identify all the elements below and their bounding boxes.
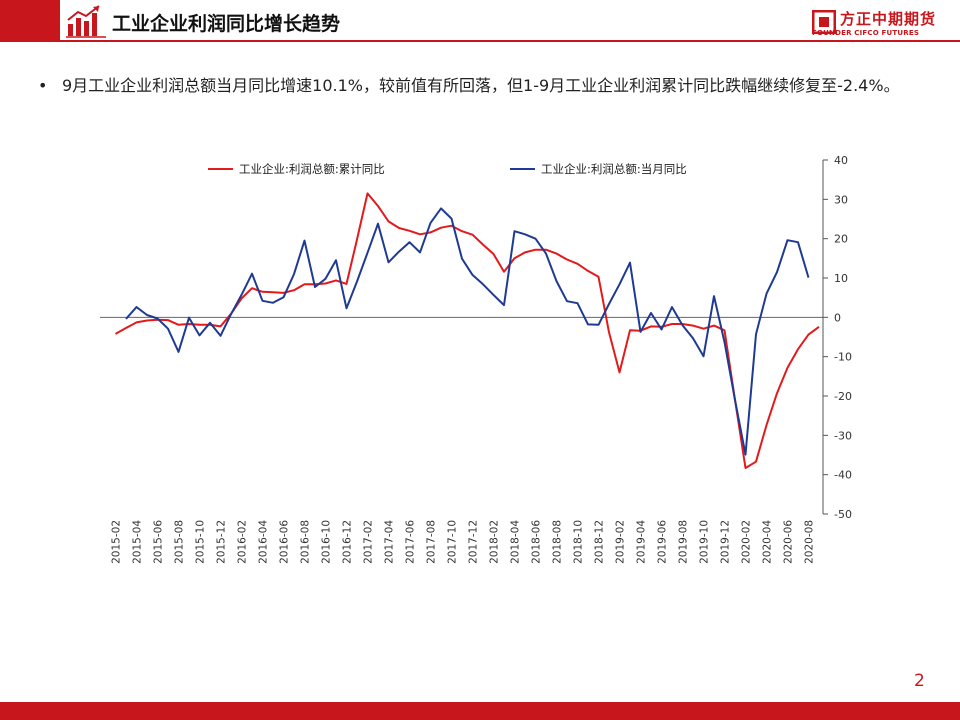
page-title: 工业企业利润同比增长趋势 — [112, 13, 341, 35]
y-tick-label: -50 — [834, 508, 852, 521]
x-tick-label: 2018-08 — [552, 520, 564, 564]
logo-english-name: FOUNDER CIFCO FUTURES — [812, 29, 920, 37]
company-logo: 方正中期期货 FOUNDER CIFCO FUTURES — [812, 8, 948, 38]
x-tick-label: 2015-04 — [132, 520, 144, 564]
y-tick-label: 40 — [834, 154, 848, 167]
growth-chart-icon — [66, 5, 106, 38]
logo-chinese-name: 方正中期期货 — [840, 10, 937, 28]
x-tick-label: 2017-06 — [405, 520, 417, 564]
x-tick-label: 2019-02 — [615, 520, 627, 564]
x-tick-label: 2019-06 — [657, 520, 669, 564]
series-line-1 — [125, 207, 810, 456]
x-tick-label: 2016-02 — [237, 520, 249, 564]
footer-bar — [0, 702, 960, 720]
x-tick-label: 2017-10 — [447, 520, 459, 564]
x-tick-label: 2017-02 — [363, 520, 375, 564]
summary-bullet: 9月工业企业利润总额当月同比增速10.1%，较前值有所回落，但1-9月工业企业利… — [62, 76, 900, 95]
header-accent-block — [0, 0, 60, 40]
title-divider — [0, 40, 960, 42]
series-line-0 — [115, 192, 820, 469]
x-tick-label: 2017-12 — [468, 520, 480, 564]
x-tick-label: 2020-04 — [762, 520, 774, 564]
y-tick-label: -10 — [834, 351, 852, 364]
founder-logo-icon — [812, 10, 836, 34]
y-tick-label: -40 — [834, 469, 852, 482]
x-tick-label: 2016-12 — [342, 520, 354, 564]
x-tick-label: 2019-08 — [678, 520, 690, 564]
y-tick-label: -30 — [834, 429, 852, 442]
x-tick-label: 2015-10 — [195, 520, 207, 564]
y-tick-label: 10 — [834, 272, 848, 285]
profit-growth-chart: 40 30 20 10 0 -10 -20 -30 -40 -50 2015-02 2015-04 20… — [100, 154, 852, 564]
x-tick-label: 2018-06 — [531, 520, 543, 564]
x-tick-label: 2018-04 — [510, 520, 522, 564]
y-tick-label: 20 — [834, 233, 848, 246]
x-tick-label: 2020-06 — [783, 520, 795, 564]
x-tick-label: 2019-04 — [636, 520, 648, 564]
legend-label-1: 工业企业:利润总额:当月同比 — [541, 162, 687, 176]
x-tick-label: 2016-04 — [258, 520, 270, 564]
x-tick-label: 2020-08 — [804, 520, 816, 564]
x-tick-label: 2019-10 — [699, 520, 711, 564]
x-tick-label: 2015-06 — [153, 520, 165, 564]
page-number: 2 — [914, 671, 925, 691]
x-tick-label: 2017-08 — [426, 520, 438, 564]
legend-label-0: 工业企业:利润总额:累计同比 — [239, 162, 385, 176]
x-tick-label: 2015-02 — [111, 520, 123, 564]
x-tick-label: 2015-08 — [174, 520, 186, 564]
x-tick-label: 2016-06 — [279, 520, 291, 564]
x-tick-label: 2016-10 — [321, 520, 333, 564]
x-tick-label: 2016-08 — [300, 520, 312, 564]
x-tick-label: 2019-12 — [720, 520, 732, 564]
x-tick-label: 2015-12 — [216, 520, 228, 564]
x-tick-label: 2017-04 — [384, 520, 396, 564]
x-tick-label: 2018-12 — [594, 520, 606, 564]
x-tick-label: 2018-02 — [489, 520, 501, 564]
x-tick-label: 2020-02 — [741, 520, 753, 564]
x-tick-label: 2018-10 — [573, 520, 585, 564]
y-tick-label: -20 — [834, 390, 852, 403]
y-tick-label: 30 — [834, 193, 848, 206]
bullet-icon: • — [38, 76, 48, 95]
y-tick-label: 0 — [834, 311, 841, 324]
